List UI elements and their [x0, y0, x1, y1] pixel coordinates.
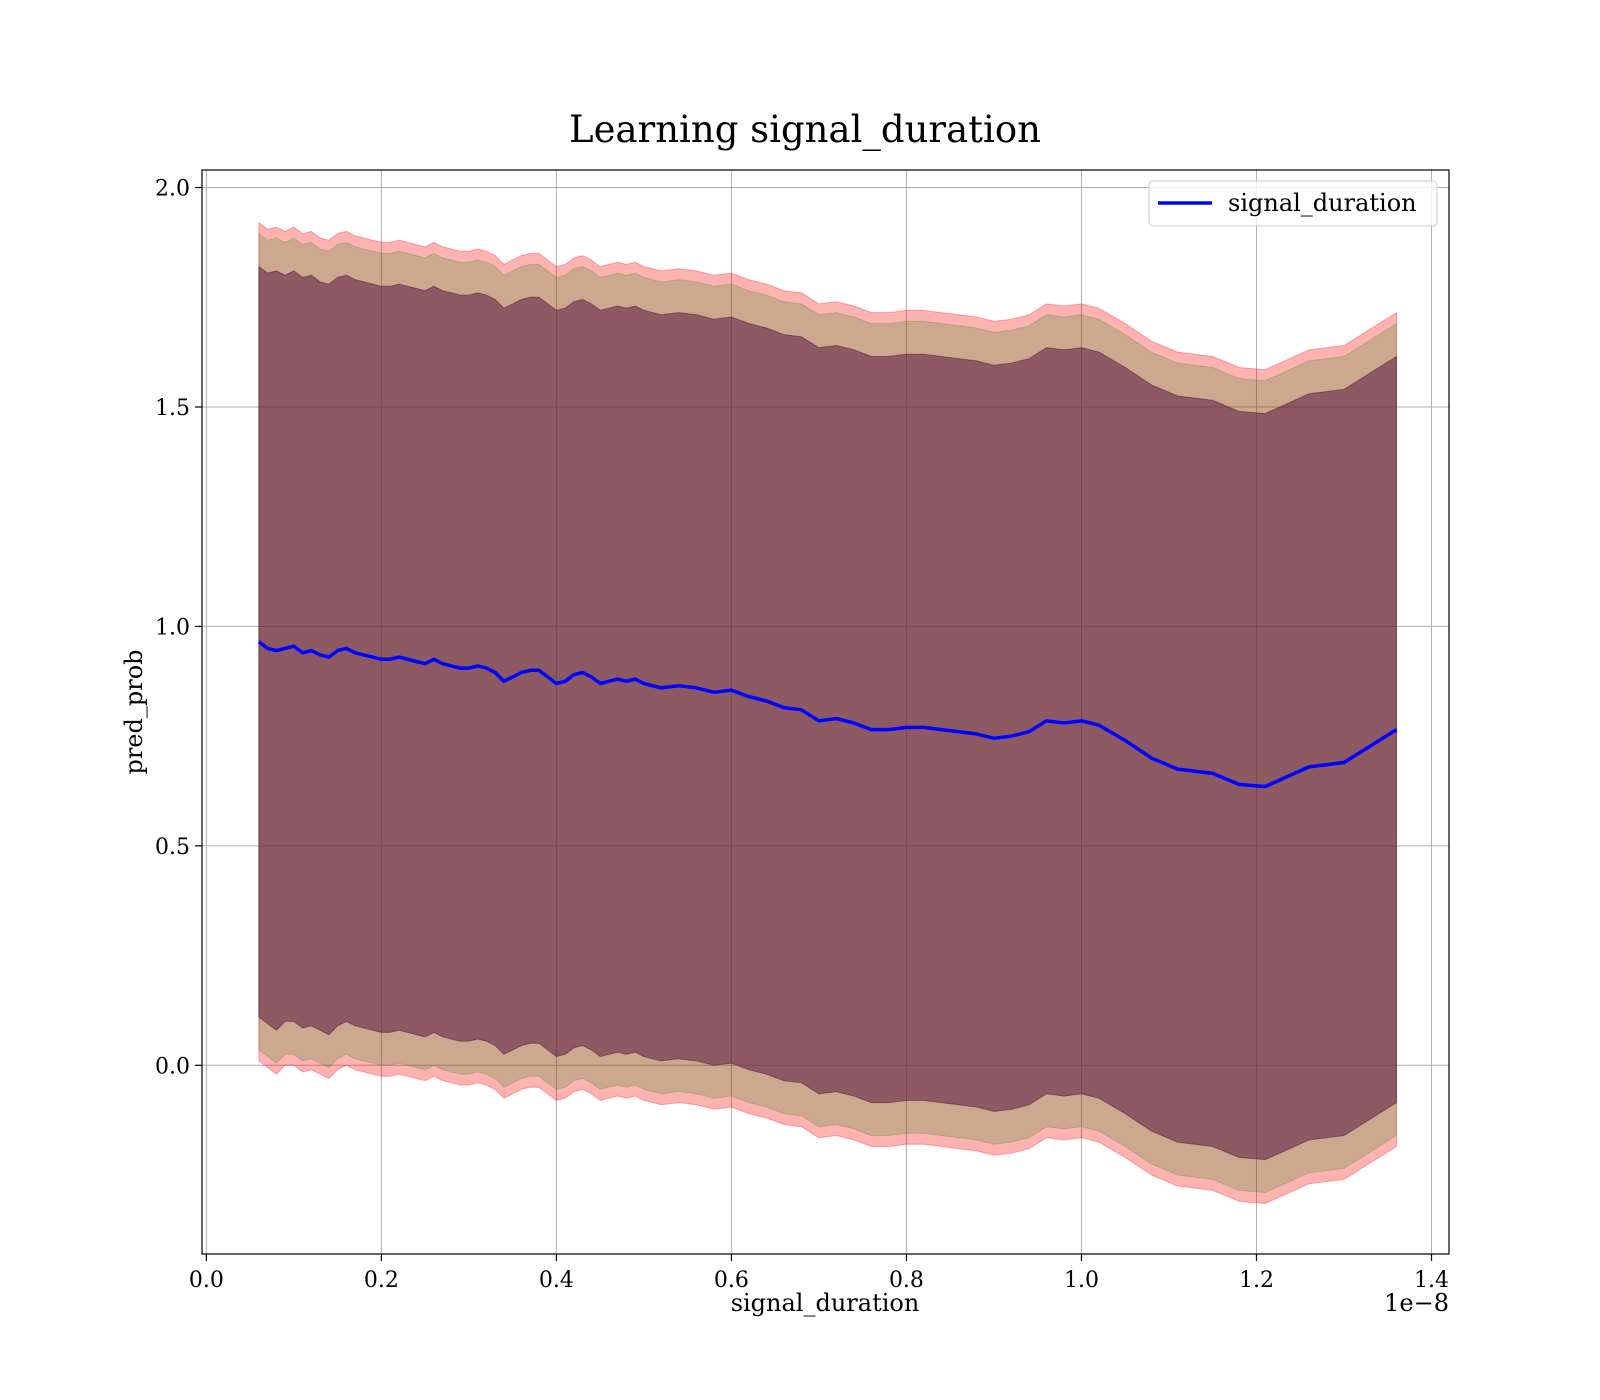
x-tick-label: 1.2: [1239, 1268, 1274, 1293]
legend-box: [1148, 180, 1438, 227]
chart-title: Learning signal_duration: [569, 108, 1041, 152]
y-axis-ticks: 0.0 0.5 1.0 1.5 2.0: [155, 177, 202, 1079]
x-tick-label: 1.0: [1064, 1268, 1099, 1293]
confidence-bands: [258, 221, 1397, 1205]
y-tick-label: 0.5: [155, 835, 190, 860]
x-tick-label: 0.6: [714, 1268, 749, 1293]
y-axis-label: pred_prob: [120, 649, 148, 774]
legend-entry-label: signal_duration: [1228, 189, 1417, 217]
x-tick-label: 0.4: [539, 1268, 574, 1293]
x-axis-offset-label: 1e−8: [1384, 1289, 1449, 1317]
series-lines: [257, 640, 1398, 789]
legend: signal_duration: [1148, 180, 1438, 227]
plot-area-frame: [201, 169, 1450, 1255]
x-tick-label: 0.8: [889, 1268, 924, 1293]
x-tick-label: 1.4: [1414, 1268, 1449, 1293]
series-line-1: [257, 640, 1398, 789]
y-tick-label: 1.0: [155, 615, 190, 640]
y-tick-label: 2.0: [155, 177, 190, 202]
confidence-band-3: [258, 265, 1397, 1161]
x-tick-label: 0.0: [189, 1268, 224, 1293]
y-tick-label: 0.0: [155, 1054, 190, 1079]
y-tick-label: 1.5: [155, 396, 190, 421]
x-axis-ticks: 0.0 0.2 0.4 0.6 0.8 1.0 1.2 1.4: [189, 1254, 1449, 1293]
x-tick-label: 0.2: [364, 1268, 399, 1293]
x-axis-label: signal_duration: [731, 1289, 920, 1317]
